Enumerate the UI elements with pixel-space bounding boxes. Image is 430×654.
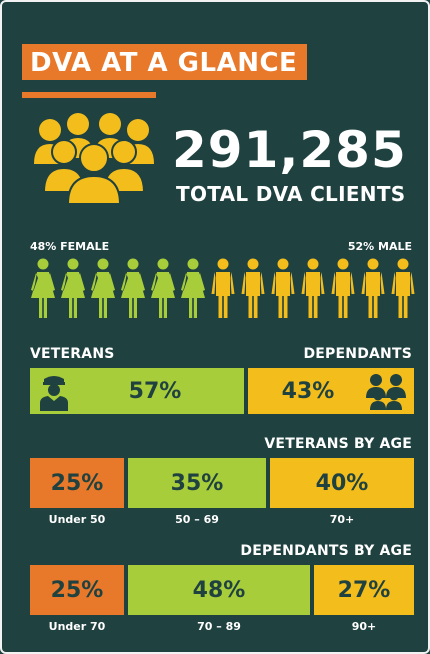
crowd-icon xyxy=(34,113,154,204)
veterans-heading: VETERANS xyxy=(30,346,115,362)
female-percent-label: 48% FEMALE xyxy=(30,240,110,253)
dependants-age-box-1: 25% xyxy=(30,565,124,615)
total-clients-label: TOTAL DVA CLIENTS xyxy=(176,182,406,206)
dependants-age-box-2: 48% xyxy=(128,565,310,615)
male-person-icon xyxy=(241,258,265,318)
total-clients-number: 291,285 xyxy=(172,121,407,179)
female-person-icon xyxy=(151,258,175,318)
male-person-icon xyxy=(271,258,295,318)
male-percent-label: 52% MALE xyxy=(347,240,412,253)
female-person-icon xyxy=(181,258,205,318)
veterans-age-box-2: 35% xyxy=(128,458,266,508)
dependants-age-box-3: 27% xyxy=(314,565,414,615)
female-person-icon xyxy=(31,258,55,318)
male-person-icon xyxy=(331,258,355,318)
male-person-icon xyxy=(211,258,235,318)
dependants-age-label-3: 90+ xyxy=(351,620,377,633)
male-person-icon xyxy=(301,258,325,318)
dependants-share-value: 43% xyxy=(281,378,335,404)
title-underline xyxy=(22,92,156,98)
veterans-age-label-3: 70+ xyxy=(329,513,355,526)
male-person-icon xyxy=(391,258,415,318)
veterans-share-value: 57% xyxy=(128,378,182,404)
veterans-by-age-heading: VETERANS BY AGE xyxy=(264,436,412,452)
page-title: DVA AT A GLANCE xyxy=(22,44,308,80)
veterans-age-label-2: 50 – 69 xyxy=(175,513,219,526)
dependants-heading: DEPENDANTS xyxy=(303,346,412,362)
veterans-age-box-1: 25% xyxy=(30,458,124,508)
dependants-by-age-heading: DEPENDANTS BY AGE xyxy=(240,543,412,559)
family-icon xyxy=(366,374,406,410)
soldier-icon xyxy=(40,376,68,411)
dependants-age-label-1: Under 70 xyxy=(48,620,106,633)
female-person-icon xyxy=(121,258,145,318)
dependants-share-box: 43% xyxy=(248,368,414,414)
female-person-icon xyxy=(61,258,85,318)
veterans-age-label-1: Under 50 xyxy=(48,513,106,526)
gender-people-row xyxy=(31,258,415,318)
veterans-age-box-3: 40% xyxy=(270,458,414,508)
female-person-icon xyxy=(91,258,115,318)
male-person-icon xyxy=(361,258,385,318)
dependants-age-label-2: 70 – 89 xyxy=(197,620,241,633)
